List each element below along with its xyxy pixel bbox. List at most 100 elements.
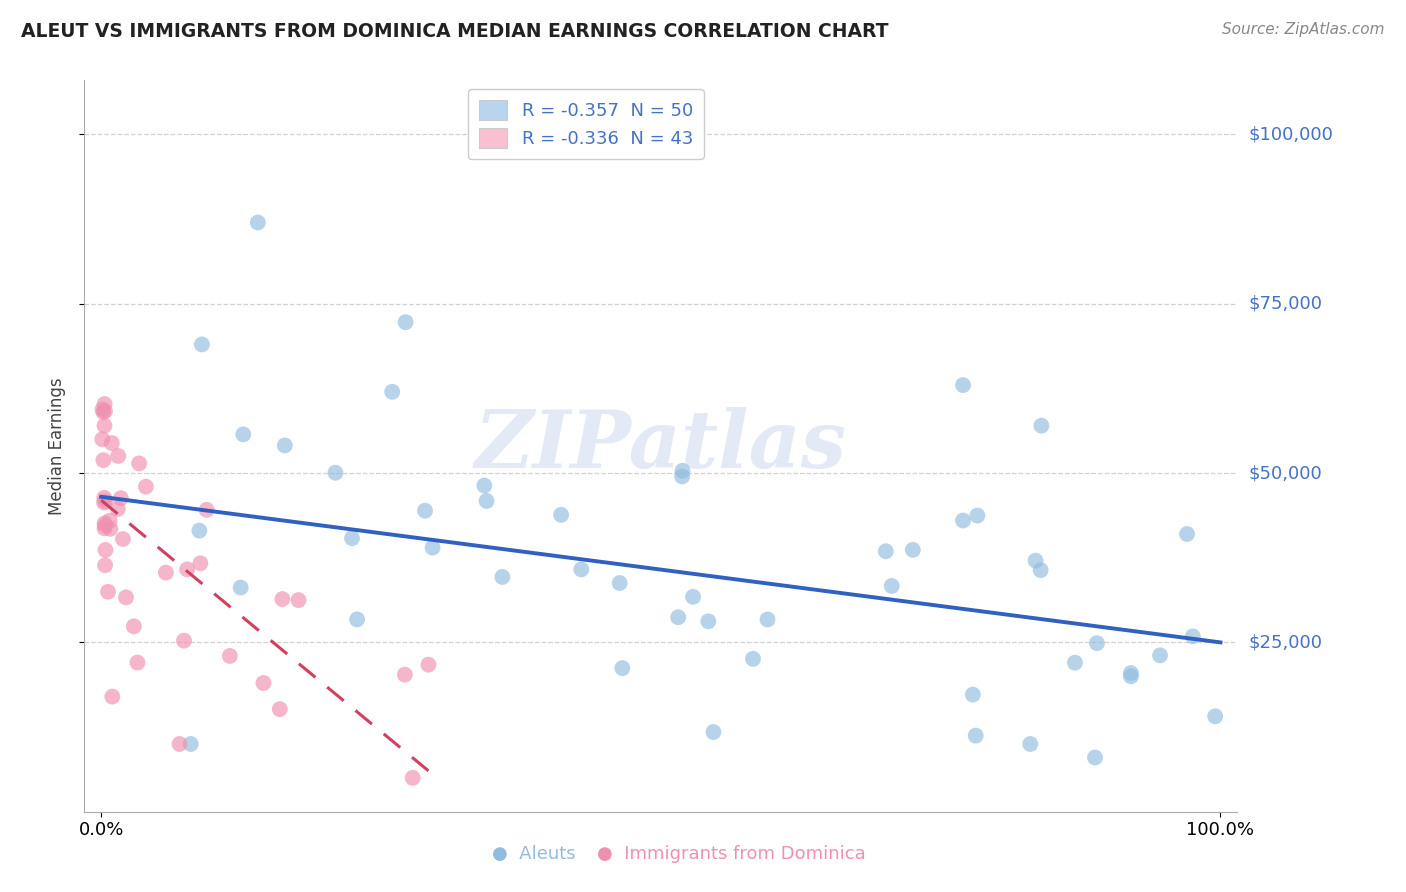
Point: [1064, 656, 1087, 670]
Point: [1181, 629, 1204, 643]
Text: $75,000: $75,000: [1249, 294, 1323, 313]
Point: [609, 576, 631, 591]
Point: [218, 648, 240, 663]
Point: [91, 402, 114, 417]
Point: [422, 541, 444, 555]
Point: [115, 591, 138, 605]
Point: [418, 657, 440, 672]
Point: [93, 495, 115, 509]
Point: [550, 508, 572, 522]
Point: [98, 514, 121, 528]
Point: [107, 502, 129, 516]
Point: [1085, 636, 1108, 650]
Point: [756, 612, 779, 626]
Point: [176, 562, 198, 576]
Point: [1025, 554, 1047, 568]
Point: [274, 438, 297, 452]
Point: [101, 690, 124, 704]
Point: [952, 378, 974, 392]
Point: [271, 592, 294, 607]
Text: $50,000: $50,000: [1249, 464, 1322, 482]
Point: [880, 579, 903, 593]
Point: [1019, 737, 1042, 751]
Point: [98, 522, 121, 536]
Point: [697, 615, 720, 629]
Point: [195, 503, 218, 517]
Point: [128, 456, 150, 470]
Point: [1084, 750, 1107, 764]
Point: [188, 524, 211, 538]
Point: [173, 633, 195, 648]
Point: [394, 667, 416, 681]
Text: ALEUT VS IMMIGRANTS FROM DOMINICA MEDIAN EARNINGS CORRELATION CHART: ALEUT VS IMMIGRANTS FROM DOMINICA MEDIAN…: [21, 22, 889, 41]
Point: [93, 418, 115, 433]
Y-axis label: Median Earnings: Median Earnings: [48, 377, 66, 515]
Point: [229, 581, 252, 595]
Point: [94, 543, 117, 558]
Point: [901, 542, 924, 557]
Point: [966, 508, 988, 523]
Point: [666, 610, 689, 624]
Legend: R = -0.357  N = 50, R = -0.336  N = 43: R = -0.357 N = 50, R = -0.336 N = 43: [468, 89, 704, 159]
Point: [569, 562, 592, 576]
Point: [702, 725, 724, 739]
Point: [93, 521, 115, 535]
Point: [413, 504, 436, 518]
Point: [475, 494, 498, 508]
Point: [394, 315, 416, 329]
Text: ●  Immigrants from Dominica: ● Immigrants from Dominica: [596, 846, 866, 863]
Point: [671, 464, 693, 478]
Point: [110, 491, 132, 506]
Point: [91, 432, 114, 446]
Point: [94, 558, 117, 573]
Point: [252, 676, 274, 690]
Point: [612, 661, 634, 675]
Point: [191, 337, 214, 351]
Point: [169, 737, 191, 751]
Point: [402, 771, 425, 785]
Point: [1149, 648, 1171, 663]
Point: [742, 652, 765, 666]
Point: [93, 491, 115, 505]
Point: [190, 556, 212, 570]
Point: [875, 544, 897, 558]
Point: [127, 656, 149, 670]
Point: [346, 612, 368, 626]
Point: [381, 384, 404, 399]
Point: [340, 531, 363, 545]
Point: [94, 494, 117, 508]
Point: [682, 590, 704, 604]
Point: [1119, 669, 1142, 683]
Point: [965, 729, 987, 743]
Point: [1119, 666, 1142, 681]
Point: [97, 584, 120, 599]
Point: [111, 532, 134, 546]
Text: $100,000: $100,000: [1249, 126, 1333, 144]
Point: [325, 466, 347, 480]
Point: [1175, 527, 1198, 541]
Point: [1204, 709, 1226, 723]
Text: Source: ZipAtlas.com: Source: ZipAtlas.com: [1222, 22, 1385, 37]
Text: ●  Aleuts: ● Aleuts: [492, 846, 576, 863]
Point: [472, 478, 495, 492]
Text: $25,000: $25,000: [1249, 633, 1323, 651]
Point: [962, 688, 984, 702]
Point: [100, 436, 122, 450]
Point: [1031, 418, 1053, 433]
Point: [952, 514, 974, 528]
Point: [94, 518, 117, 533]
Point: [1029, 563, 1052, 577]
Point: [93, 453, 115, 467]
Point: [107, 449, 129, 463]
Point: [269, 702, 291, 716]
Point: [93, 405, 115, 419]
Point: [155, 566, 177, 580]
Point: [135, 480, 157, 494]
Point: [491, 570, 513, 584]
Point: [287, 593, 309, 607]
Point: [93, 397, 115, 411]
Point: [93, 516, 115, 531]
Point: [122, 619, 145, 633]
Point: [180, 737, 202, 751]
Point: [94, 404, 117, 418]
